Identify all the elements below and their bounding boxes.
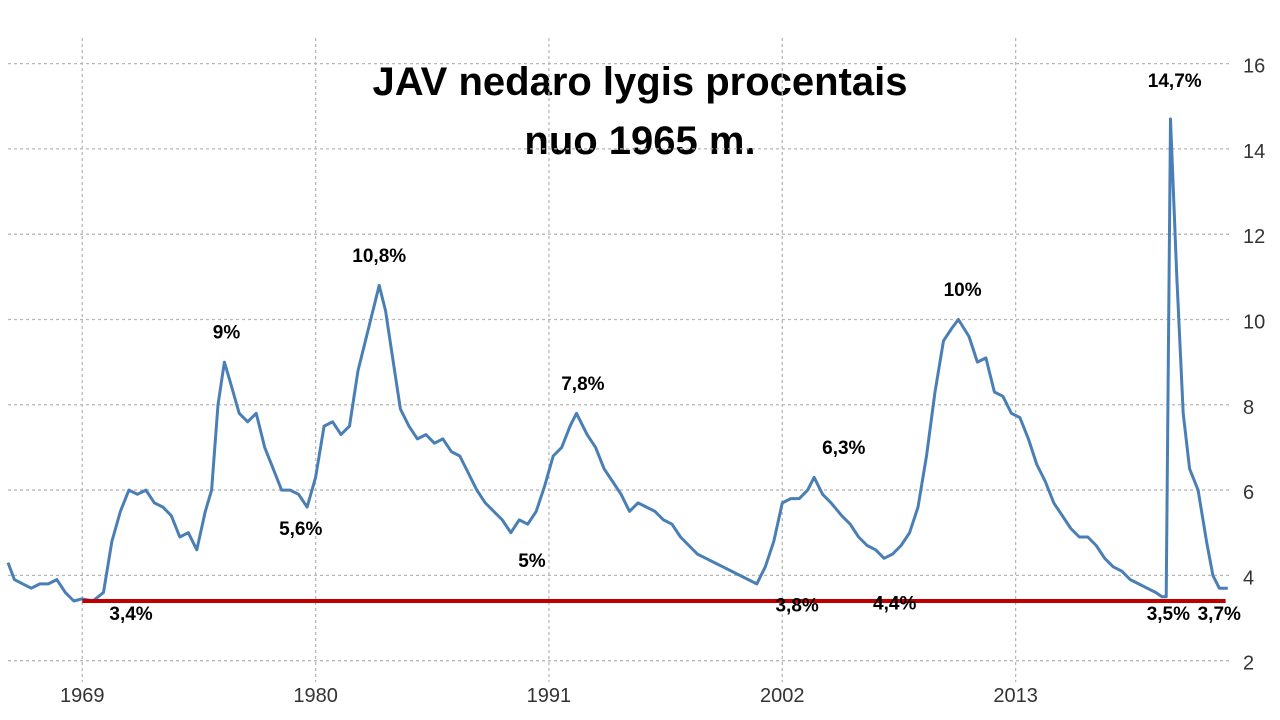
value-annotation: 9% <box>213 323 241 344</box>
y-tick-label: 2 <box>1243 653 1254 675</box>
unemployment-series-line <box>6 117 1228 603</box>
value-annotation: 5% <box>518 551 546 572</box>
x-tick-label: 1969 <box>60 685 105 707</box>
x-tick-label: 1980 <box>293 685 338 707</box>
value-annotation: 5,6% <box>279 519 322 540</box>
x-tick-label: 1991 <box>527 685 572 707</box>
value-annotation: 7,8% <box>561 374 604 395</box>
y-tick-label: 8 <box>1243 397 1254 419</box>
grid <box>8 38 1232 682</box>
y-tick-label: 10 <box>1243 311 1265 333</box>
value-annotation: 6,3% <box>822 438 865 459</box>
value-annotation: 10% <box>944 280 982 301</box>
y-tick-label: 6 <box>1243 482 1254 504</box>
value-annotation: 14,7% <box>1148 71 1202 92</box>
y-tick-label: 12 <box>1243 226 1265 248</box>
axes: 2 4 6 8 10 12 14 16 1969 1980 1991 2002 2013 <box>60 56 1265 707</box>
chart-title-line-1: JAV nedaro lygis procentais <box>372 60 908 104</box>
x-tick-label: 2002 <box>760 685 805 707</box>
y-tick-label: 4 <box>1243 567 1254 589</box>
series <box>6 117 1228 603</box>
value-annotation: 3,5% <box>1147 604 1190 625</box>
chart-title-line-2: nuo 1965 m. <box>524 119 756 163</box>
y-tick-label: 16 <box>1243 56 1265 78</box>
value-annotation: 3,4% <box>109 604 152 625</box>
x-tick-label: 2013 <box>993 685 1038 707</box>
y-tick-label: 14 <box>1243 141 1265 163</box>
value-annotation: 10,8% <box>352 246 406 267</box>
value-annotation: 3,7% <box>1198 604 1241 625</box>
annotations: 3,4% 9% 5,6% 10,8% 5% 7,8% 3,8% 6,3% 4,4% 10% 14,7… <box>109 71 1241 625</box>
value-annotation: 4,4% <box>873 593 916 614</box>
value-annotation: 3,8% <box>775 596 818 617</box>
